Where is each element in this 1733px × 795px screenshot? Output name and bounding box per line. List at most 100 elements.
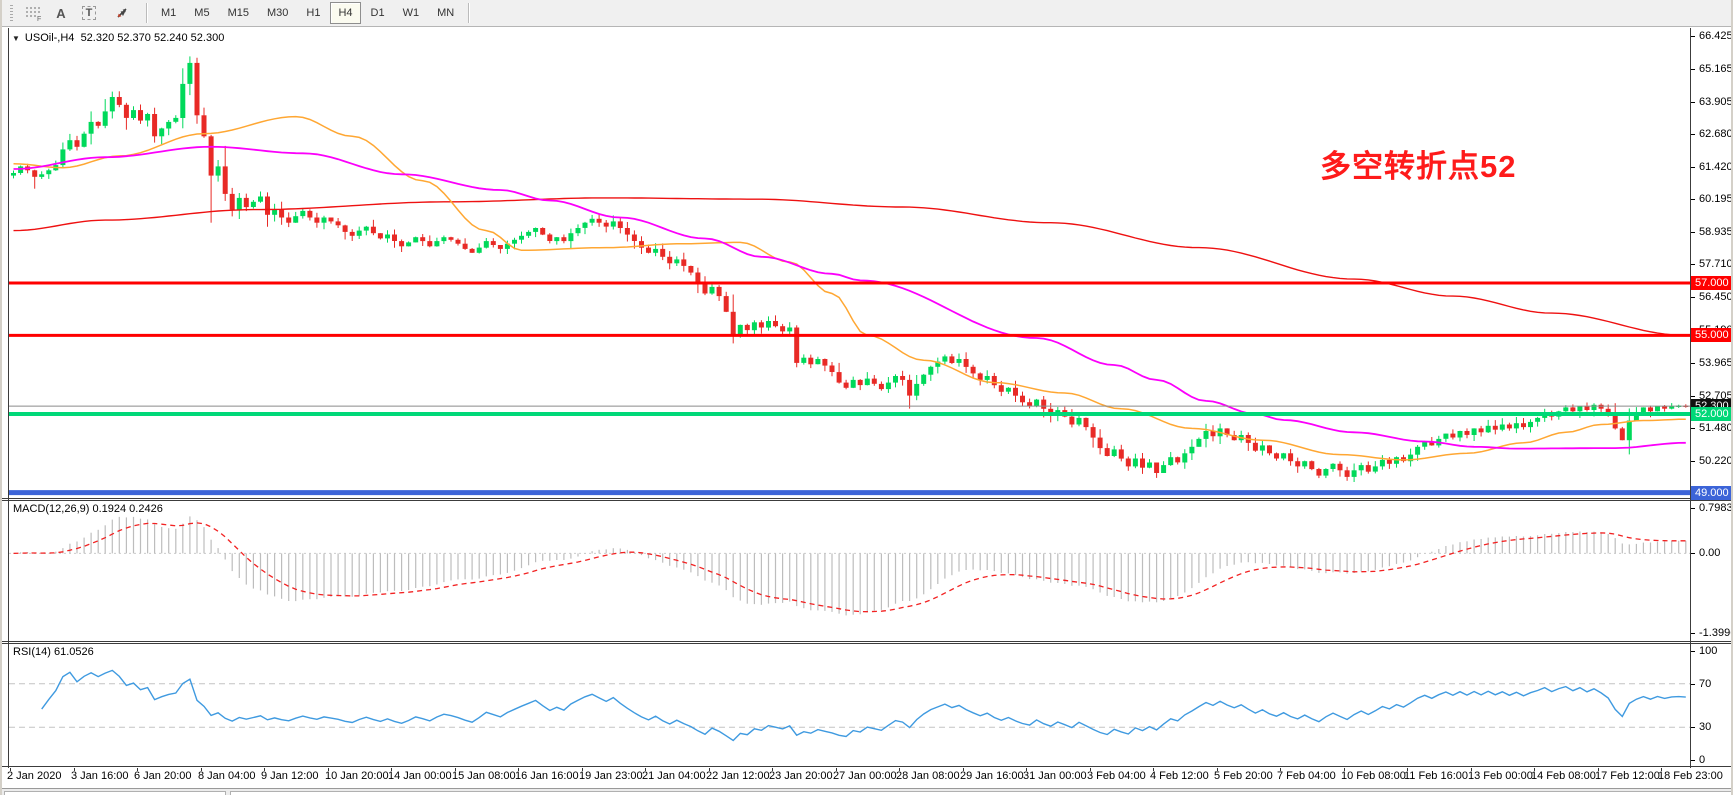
time-axis (2, 768, 1731, 788)
date-tick-mark (1534, 768, 1535, 771)
plot-left-border (8, 28, 9, 768)
grid-f-icon[interactable]: F (20, 2, 46, 25)
price-tick-mark (1691, 363, 1695, 364)
date-tick-mark (1598, 768, 1599, 771)
tab-timeframe-h1[interactable]: H1 (306, 7, 321, 19)
ma-mid-orange[interactable] (13, 115, 1686, 461)
tab-timeframe-m30[interactable]: M30 (266, 7, 289, 19)
price-level-badge: 55.000 (1691, 328, 1731, 342)
rsi-label: RSI(14) 61.0526 (13, 646, 94, 658)
tab-timeframe-m5[interactable]: M5 (194, 7, 210, 19)
date-tick-mark (1026, 768, 1027, 771)
chart-annotation-text: 多空转折点52 (1320, 149, 1517, 184)
tab-timeframe-d1[interactable]: D1 (370, 7, 385, 19)
symbol-collapse-icon[interactable]: ▼ (12, 34, 20, 43)
date-tick-label: 28 Jan 08:00 (896, 770, 960, 782)
date-tick-label: 9 Jan 12:00 (261, 770, 319, 782)
date-tick-mark (709, 768, 710, 771)
letter-a-icon[interactable]: A (56, 5, 66, 21)
tab-timeframe-m1[interactable]: M1 (161, 7, 177, 19)
date-tick-label: 5 Feb 20:00 (1214, 770, 1273, 782)
rsi-tick-mark (1691, 760, 1695, 761)
tab-timeframe-m15[interactable]: M15 (227, 7, 249, 19)
date-tick-label: 3 Feb 04:00 (1087, 770, 1146, 782)
price-tick-label: 50.220 (1699, 455, 1733, 467)
macd-tick-label: -1.3996 (1699, 627, 1733, 639)
price-axis-border (1690, 28, 1691, 768)
main-chart-canvas[interactable] (9, 28, 1690, 498)
date-tick-mark (1661, 768, 1662, 771)
rsi-tick-mark (1691, 684, 1695, 685)
date-tick-mark (1217, 768, 1218, 771)
price-tick-mark (1691, 396, 1695, 397)
date-tick-label: 7 Feb 04:00 (1277, 770, 1336, 782)
date-tick-mark (899, 768, 900, 771)
date-tick-label: 4 Feb 12:00 (1150, 770, 1209, 782)
date-tick-mark (836, 768, 837, 771)
text-box-glyph: T (81, 6, 97, 20)
date-tick-label: 8 Jan 04:00 (198, 770, 256, 782)
date-tick-mark (74, 768, 75, 771)
date-tick-mark (264, 768, 265, 771)
date-tick-mark (391, 768, 392, 771)
price-tick-label: 57.710 (1699, 258, 1733, 270)
tab-timeframe-w1[interactable]: W1 (402, 7, 420, 19)
price-tick-mark (1691, 428, 1695, 429)
tab-timeframe-mn[interactable]: MN (437, 7, 455, 19)
macd-tick-label: 0.7983 (1699, 502, 1733, 514)
date-tick-label: 16 Jan 16:00 (515, 770, 579, 782)
date-tick-label: 14 Feb 08:00 (1531, 770, 1596, 782)
arrows-tool-icon[interactable]: ▼ (104, 2, 140, 25)
toolbar-separator (146, 3, 147, 23)
date-tick-label: 2 Jan 2020 (7, 770, 62, 782)
date-tick-mark (1280, 768, 1281, 771)
chart-title: ▼ USOil-,H4 52.320 52.370 52.240 52.300 (12, 32, 224, 44)
date-tick-mark (772, 768, 773, 771)
date-tick-label: 21 Jan 04:00 (642, 770, 706, 782)
price-tick-label: 53.965 (1699, 357, 1733, 369)
price-tick-label: 66.425 (1699, 30, 1733, 42)
toolbar: F A T ▼ M1 M5 M15 M30 H1 H4 D1 W1 MN (2, 0, 1731, 27)
price-tick-mark (1691, 167, 1695, 168)
date-tick-label: 3 Jan 16:00 (71, 770, 129, 782)
status-bar (2, 788, 1731, 795)
date-tick-label: 29 Jan 16:00 (960, 770, 1024, 782)
toolbar-drag-handle[interactable] (8, 4, 16, 22)
ma-slow-magenta[interactable] (13, 145, 1686, 450)
text-box-icon[interactable]: T (76, 2, 102, 25)
date-tick-label: 18 Feb 23:00 (1658, 770, 1723, 782)
date-tick-label: 14 Jan 00:00 (388, 770, 452, 782)
macd-signal-line (13, 522, 1686, 613)
date-tick-label: 17 Feb 12:00 (1595, 770, 1660, 782)
macd-tick-mark (1691, 633, 1695, 634)
panel-separator[interactable] (2, 641, 1731, 644)
price-tick-label: 51.480 (1699, 422, 1733, 434)
date-tick-mark (1344, 768, 1345, 771)
diagonal-arrows-icon (117, 8, 127, 18)
date-tick-mark (1471, 768, 1472, 771)
ma-slow-red[interactable] (13, 197, 1686, 337)
date-tick-mark (645, 768, 646, 771)
price-tick-mark (1691, 297, 1695, 298)
rsi-tick-mark (1691, 651, 1695, 652)
rsi-panel-canvas[interactable] (9, 643, 1690, 767)
grid-f-icon-svg: F (26, 7, 41, 22)
date-tick-mark (1407, 768, 1408, 771)
price-level-badge: 57.000 (1691, 276, 1731, 290)
panel-separator[interactable] (2, 498, 1731, 501)
date-tick-mark (137, 768, 138, 771)
macd-tick-label: 0.00 (1699, 547, 1721, 559)
toolbar-separator (468, 3, 470, 23)
macd-panel-canvas[interactable] (9, 500, 1690, 641)
price-level-badge: 52.000 (1691, 407, 1731, 421)
macd-tick-mark (1691, 553, 1695, 554)
date-tick-label: 27 Jan 00:00 (833, 770, 897, 782)
rsi-tick-label: 70 (1699, 678, 1712, 690)
date-tick-mark (1090, 768, 1091, 771)
price-tick-label: 65.165 (1699, 63, 1733, 75)
tab-timeframe-h4[interactable]: H4 (330, 2, 361, 24)
date-tick-label: 23 Jan 20:00 (769, 770, 833, 782)
date-tick-label: 31 Jan 00:00 (1023, 770, 1087, 782)
date-tick-mark (518, 768, 519, 771)
